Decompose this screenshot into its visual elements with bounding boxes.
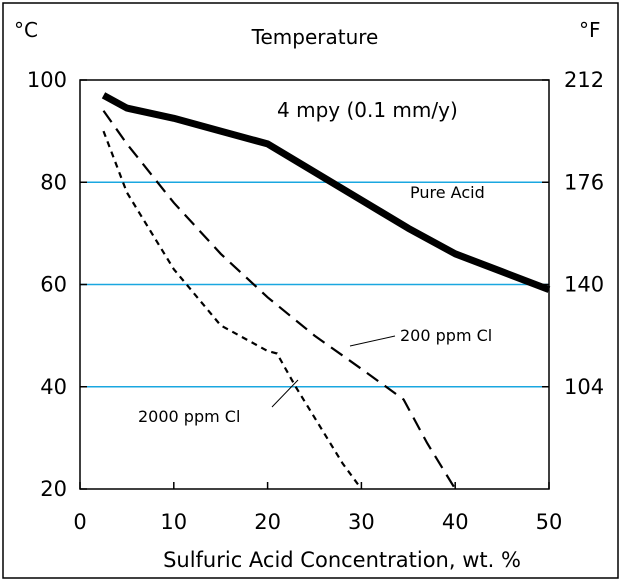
- series-label-2000ppm: 2000 ppm Cl: [138, 407, 240, 426]
- series-line-2: [102, 130, 363, 490]
- y-right-tick-label: 104: [564, 375, 604, 399]
- left-unit-label: °C: [14, 18, 38, 42]
- leader-line-200ppm: [349, 335, 396, 347]
- y-right-tick-label: 176: [564, 170, 604, 194]
- ticks: [79, 79, 550, 490]
- x-tick-label: 10: [160, 510, 187, 534]
- y-left-tick-label: 80: [40, 170, 67, 194]
- y-left-tick-label: 40: [40, 375, 67, 399]
- y-left-tick-label: 60: [40, 273, 67, 297]
- y-right-tick-label: 212: [564, 68, 604, 92]
- annotation-4mpy: 4 mpy (0.1 mm/y): [277, 98, 458, 122]
- right-unit-label: °F: [579, 18, 601, 42]
- series-line-0: [101, 92, 551, 293]
- x-tick-label: 30: [348, 510, 375, 534]
- x-tick-label: 20: [254, 510, 281, 534]
- series-label-pure-acid: Pure Acid: [410, 183, 485, 202]
- chart-title: Temperature: [251, 25, 379, 49]
- leader-line-2000ppm: [271, 379, 299, 408]
- x-tick-label: 0: [73, 510, 86, 534]
- series-label-200ppm: 200 ppm Cl: [400, 326, 492, 345]
- series-layer: [101, 92, 551, 490]
- series-line-1: [102, 110, 457, 490]
- tick-labels: 0 10 20 30 40 50 20 40 60 80 100 104 140 176 212: [27, 68, 604, 534]
- y-left-tick-label: 20: [40, 477, 67, 501]
- x-tick-label: 50: [536, 510, 563, 534]
- y-right-tick-label: 140: [564, 273, 604, 297]
- x-axis-label: Sulfuric Acid Concentration, wt. %: [163, 548, 521, 572]
- x-tick-label: 40: [442, 510, 469, 534]
- y-left-tick-label: 100: [27, 68, 67, 92]
